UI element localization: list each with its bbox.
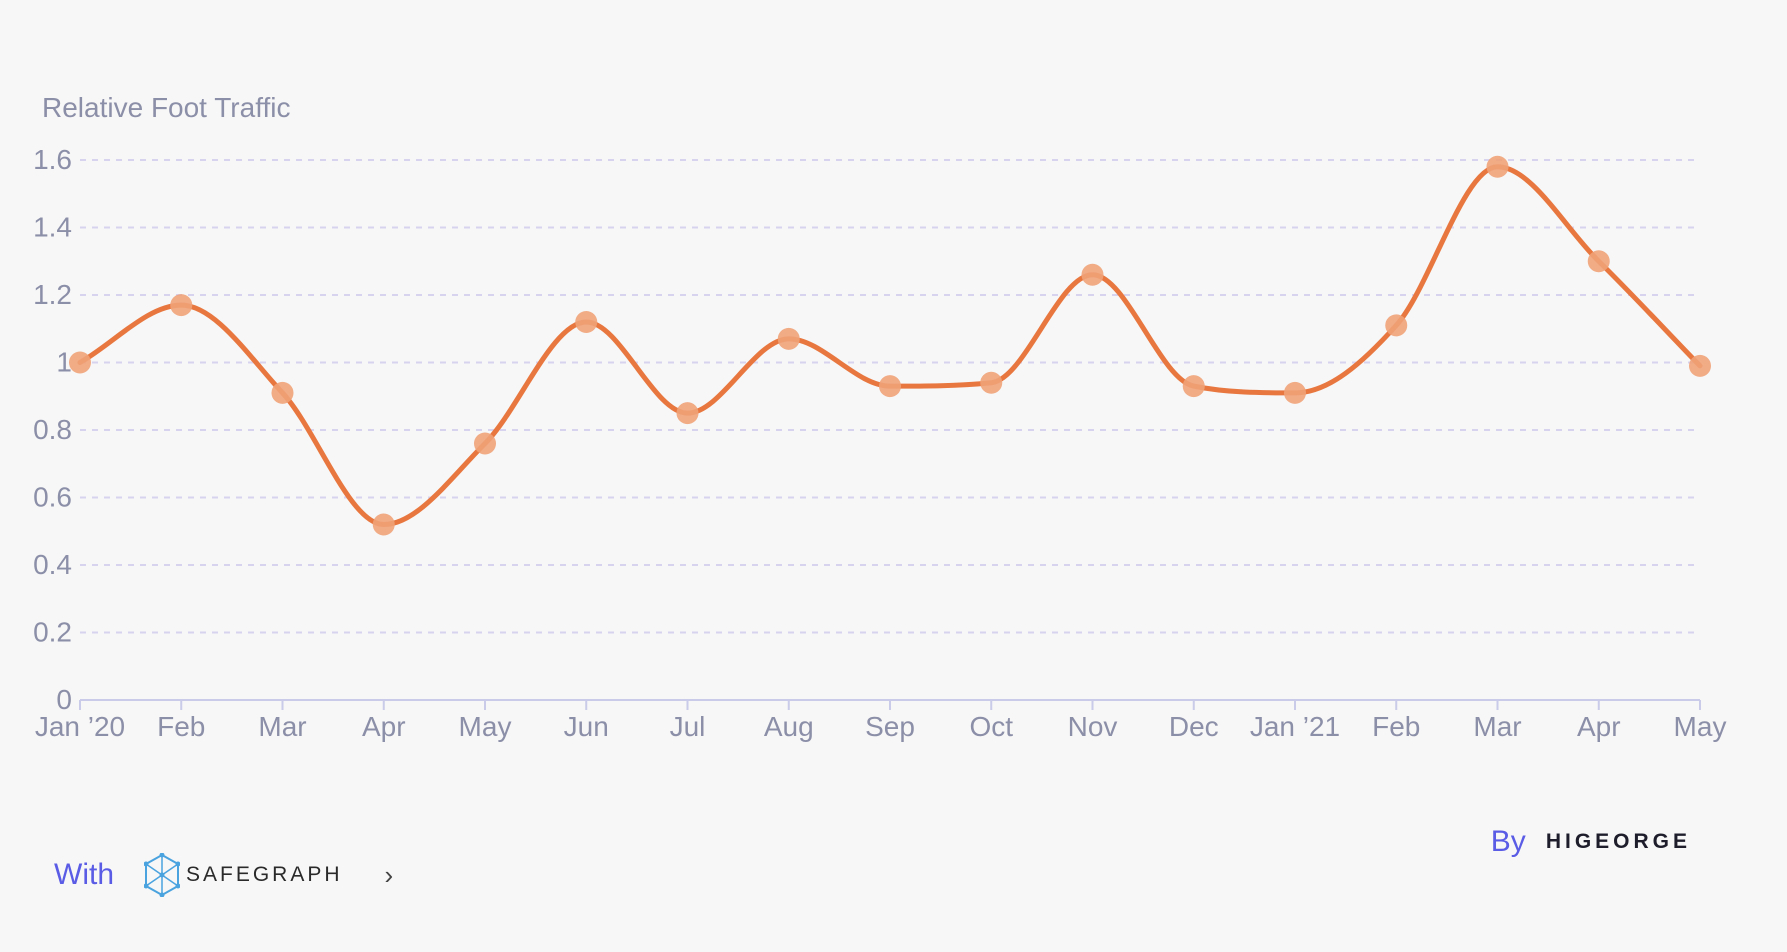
data-point[interactable] — [1486, 155, 1509, 178]
data-point[interactable] — [170, 294, 193, 317]
data-point[interactable] — [1385, 314, 1408, 337]
chart-container: Relative Foot Traffic 0 0.2 0.4 0.6 0.8 1 1.2 1… — [33, 92, 1727, 742]
x-tick-label: Oct — [969, 711, 1013, 742]
data-point[interactable] — [777, 327, 800, 350]
y-axis-title: Relative Foot Traffic — [42, 92, 290, 123]
x-tick-label: Aug — [764, 711, 814, 742]
x-tick-label: Jun — [564, 711, 609, 742]
with-label: With — [54, 858, 114, 891]
data-markers — [69, 155, 1711, 536]
y-tick-label: 0.6 — [33, 482, 72, 513]
x-tick-label: Jan ’21 — [1250, 711, 1340, 742]
x-tick-label: Jul — [670, 711, 706, 742]
y-tick-label: 0.8 — [33, 414, 72, 445]
x-tick-label: May — [459, 711, 512, 742]
line-chart: Relative Foot Traffic 0 0.2 0.4 0.6 0.8 1 1.2 1… — [33, 92, 1727, 742]
by-label: By — [1490, 825, 1526, 858]
y-axis-ticks: 0 0.2 0.4 0.6 0.8 1 1.2 1.4 1.6 — [33, 144, 72, 715]
higeorge-attribution[interactable]: By HIGEORGE — [1491, 822, 1691, 862]
chevron-right-icon[interactable]: › — [384, 859, 394, 890]
y-tick-label: 1.6 — [33, 144, 72, 175]
x-tick-label: Feb — [157, 711, 205, 742]
y-tick-label: 0 — [56, 684, 72, 715]
data-point[interactable] — [474, 432, 496, 455]
x-tick-label: Jan ’20 — [35, 711, 125, 742]
safegraph-wordmark: SAFEGRAPH — [186, 863, 343, 886]
data-point[interactable] — [879, 375, 901, 398]
data-point[interactable] — [1284, 381, 1306, 404]
data-point[interactable] — [1081, 263, 1104, 286]
x-tick-label: May — [1674, 711, 1727, 742]
safegraph-attribution[interactable]: With SAFEGRAPH › — [54, 850, 393, 900]
y-tick-label: 1.4 — [33, 212, 72, 243]
data-point[interactable] — [1587, 250, 1610, 273]
data-point[interactable] — [271, 381, 294, 404]
data-point[interactable] — [1182, 375, 1205, 398]
higeorge-logo: HIGEORGE — [1545, 830, 1691, 853]
data-point[interactable] — [372, 513, 395, 536]
series-line — [77, 164, 1703, 528]
x-axis-ticks: Jan ’20 Feb Mar Apr May Jun Jul Aug Sep Oct Nov Dec… — [35, 700, 1727, 742]
x-tick-label: Apr — [362, 711, 406, 742]
x-tick-label: Nov — [1068, 711, 1118, 742]
x-tick-label: Feb — [1372, 711, 1420, 742]
data-point[interactable] — [676, 402, 699, 425]
y-tick-label: 0.2 — [33, 617, 72, 648]
x-tick-label: Mar — [258, 711, 306, 742]
safegraph-logo[interactable]: SAFEGRAPH — [144, 853, 343, 897]
data-point[interactable] — [1689, 354, 1711, 377]
data-point[interactable] — [575, 311, 598, 333]
data-point[interactable] — [69, 351, 91, 374]
x-tick-label: Sep — [865, 711, 915, 742]
data-point[interactable] — [980, 371, 1003, 394]
y-tick-label: 0.4 — [33, 549, 72, 580]
x-tick-label: Dec — [1169, 711, 1219, 742]
safegraph-mark-icon — [144, 853, 180, 897]
x-tick-label: Apr — [1577, 711, 1621, 742]
y-tick-label: 1 — [56, 347, 72, 378]
x-tick-label: Mar — [1473, 711, 1521, 742]
y-tick-label: 1.2 — [33, 279, 72, 310]
